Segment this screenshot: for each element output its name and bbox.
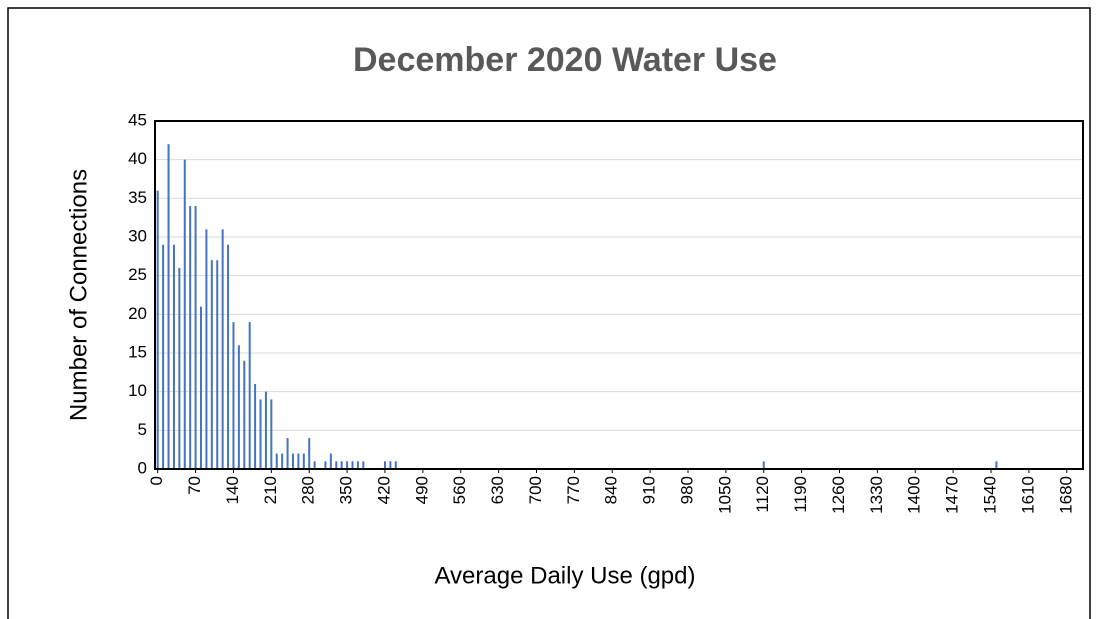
- bar: [351, 461, 354, 469]
- bar: [291, 453, 294, 469]
- bar: [302, 453, 305, 469]
- x-tick-label: 350: [337, 476, 356, 504]
- x-tick-label: 420: [374, 476, 393, 504]
- bar: [335, 461, 338, 469]
- x-tick-label: 490: [412, 476, 431, 504]
- bar: [221, 229, 224, 469]
- plot-border: [154, 120, 1084, 470]
- y-tick-label: 0: [138, 458, 147, 477]
- x-tick-label: 1680: [1056, 476, 1075, 514]
- frame: [7, 7, 1091, 619]
- x-tick-label: 980: [677, 476, 696, 504]
- bar: [254, 383, 257, 469]
- x-tick-label: 560: [450, 476, 469, 504]
- chart-title: December 2020 Water Use: [353, 41, 777, 79]
- x-tick-label: 840: [602, 476, 621, 504]
- y-tick-label: 5: [138, 420, 147, 439]
- bar: [286, 438, 289, 469]
- bar: [762, 461, 765, 469]
- bar: [189, 206, 192, 470]
- x-tick-label: 700: [526, 476, 545, 504]
- bar: [383, 461, 386, 469]
- bar: [237, 345, 240, 469]
- x-tick-label: 1470: [943, 476, 962, 514]
- bar: [194, 206, 197, 470]
- x-tick-label: 1260: [829, 476, 848, 514]
- bar: [313, 461, 316, 469]
- bar: [346, 461, 349, 469]
- bar: [308, 438, 311, 469]
- bar: [205, 229, 208, 469]
- y-tick-label: 10: [128, 381, 147, 400]
- bar: [356, 461, 359, 469]
- bar: [199, 306, 202, 469]
- bar: [264, 391, 267, 469]
- bar: [156, 190, 159, 469]
- bar: [324, 461, 327, 469]
- bar: [248, 322, 251, 469]
- bar: [172, 244, 175, 469]
- x-tick-label: 770: [564, 476, 583, 504]
- bar: [362, 461, 365, 469]
- x-tick-label: 630: [488, 476, 507, 504]
- x-tick-label: 1120: [753, 476, 772, 513]
- bar: [183, 159, 186, 469]
- bar: [389, 461, 392, 469]
- y-tick-label: 25: [128, 265, 147, 284]
- x-tick-label: 1330: [867, 476, 886, 514]
- x-tick-label: 1190: [791, 476, 810, 513]
- y-tick-label: 35: [128, 188, 147, 207]
- y-tick-label: 40: [128, 149, 147, 168]
- bar: [340, 461, 343, 469]
- x-tick-label: 70: [185, 476, 204, 495]
- bar: [275, 453, 278, 469]
- bar: [394, 461, 397, 469]
- bar: [227, 244, 230, 469]
- bar: [270, 399, 273, 469]
- bar: [281, 453, 284, 469]
- x-tick-label: 1050: [715, 476, 734, 514]
- y-tick-label: 45: [128, 110, 147, 129]
- bar: [178, 267, 181, 469]
- x-tick-label: 0: [147, 476, 166, 485]
- x-tick-label: 140: [223, 476, 242, 504]
- bar: [259, 399, 262, 469]
- x-tick-label: 210: [261, 476, 280, 504]
- x-tick-label: 1610: [1018, 476, 1037, 514]
- y-tick-label: 20: [128, 304, 147, 323]
- bar: [167, 144, 170, 469]
- bar: [216, 260, 219, 469]
- x-tick-label: 280: [299, 476, 318, 504]
- bar: [210, 260, 213, 469]
- y-tick-label: 30: [128, 226, 147, 245]
- bar: [995, 461, 998, 469]
- bar: [162, 244, 165, 469]
- bar: [329, 453, 332, 469]
- bar: [232, 322, 235, 469]
- y-axis-label: Number of Connections: [65, 169, 92, 421]
- bar: [243, 360, 246, 469]
- bar: [297, 453, 300, 469]
- y-tick-label: 15: [128, 342, 147, 361]
- x-tick-label: 910: [640, 476, 659, 504]
- x-tick-label: 1540: [980, 476, 999, 514]
- x-axis-label: Average Daily Use (gpd): [434, 562, 695, 589]
- x-tick-label: 1400: [905, 476, 924, 514]
